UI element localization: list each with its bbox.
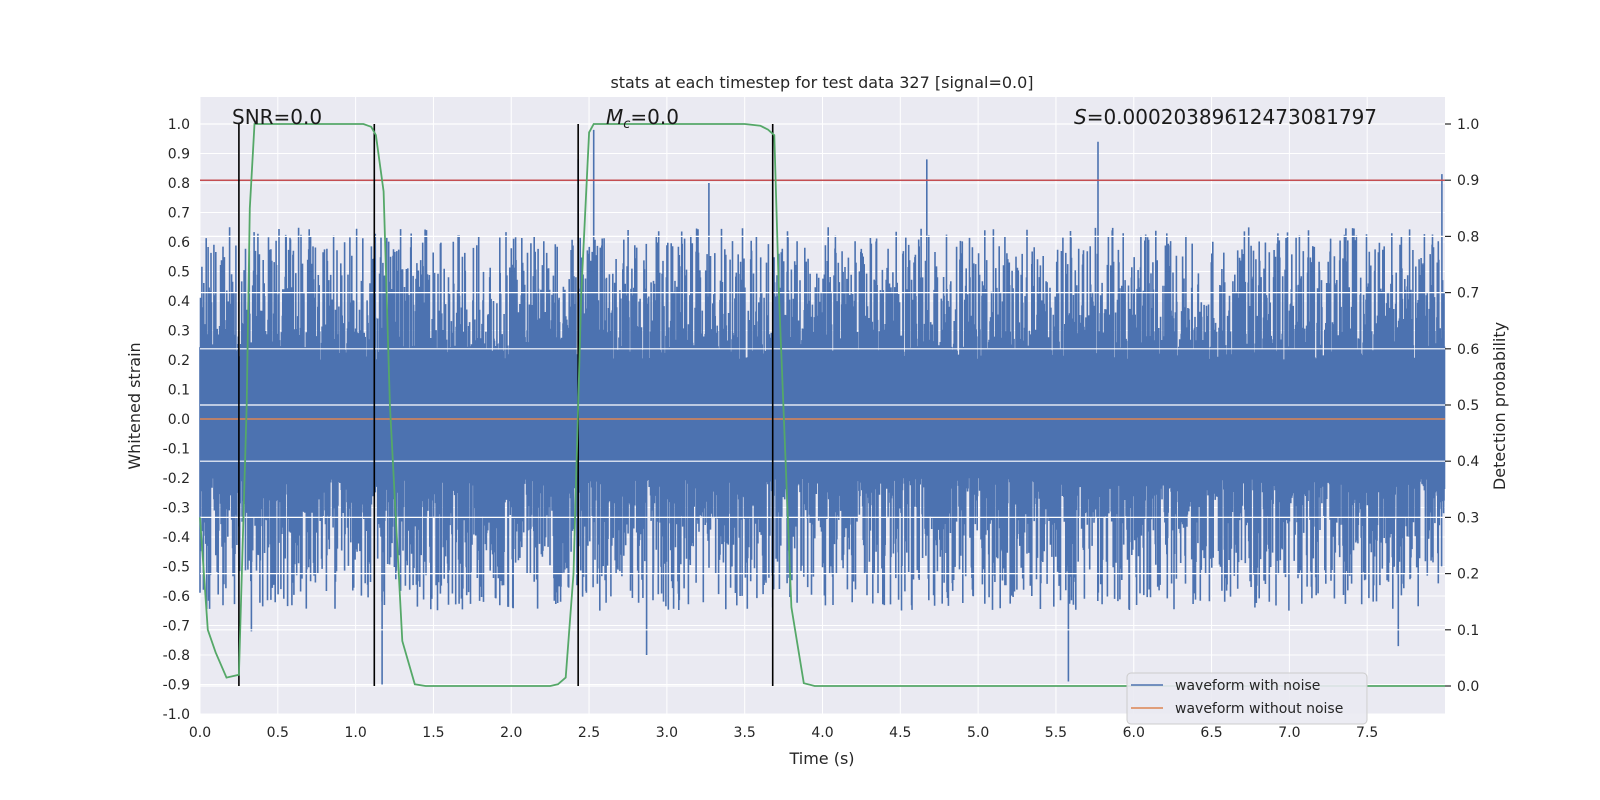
x-tick-label: 0.0 bbox=[189, 725, 211, 741]
y2-tick-label: 0.4 bbox=[1457, 454, 1479, 470]
y-tick-label: -0.8 bbox=[163, 648, 190, 664]
y2-tick-label: 0.6 bbox=[1457, 342, 1479, 358]
y-tick-label: -0.2 bbox=[163, 471, 190, 487]
y-tick-label: 0.3 bbox=[168, 324, 190, 340]
y-tick-label: -0.9 bbox=[163, 678, 190, 694]
x-tick-label: 0.5 bbox=[267, 725, 289, 741]
axes: 1.0 0.9 0.8 0.7 0.6 0.5 0.4 0.3 0.2 0.1 0.0 -0.1 -0.… bbox=[163, 117, 1480, 741]
y-tick-label: -0.3 bbox=[163, 501, 190, 517]
y-tick-label: -0.1 bbox=[163, 442, 190, 458]
legend-label-waveform-with-noise: waveform with noise bbox=[1175, 678, 1320, 694]
y2-tick-label: 1.0 bbox=[1457, 117, 1479, 133]
y-tick-label: -1.0 bbox=[163, 707, 190, 723]
s-annotation: S=0.00020389612473081797 bbox=[1074, 105, 1377, 129]
legend-label-waveform-without-noise: waveform without noise bbox=[1175, 701, 1343, 717]
x-axis-label: Time (s) bbox=[788, 749, 854, 768]
noise-waveform-path bbox=[199, 129, 1446, 685]
y-tick-label: -0.4 bbox=[163, 530, 190, 546]
y-axis-label: Whitened strain bbox=[125, 342, 144, 469]
y2-tick-label: 0.8 bbox=[1457, 229, 1479, 245]
y-tick-label: 0.2 bbox=[168, 353, 190, 369]
x-tick-label: 3.5 bbox=[734, 725, 756, 741]
y-tick-label: 0.5 bbox=[168, 265, 190, 281]
x-tick-label: 5.5 bbox=[1045, 725, 1067, 741]
overlay-lines bbox=[199, 123, 1445, 687]
y-tick-label: 0.9 bbox=[168, 147, 190, 163]
x-tick-label: 7.0 bbox=[1278, 725, 1300, 741]
y-tick-label: 0.7 bbox=[168, 206, 190, 222]
x-tick-label: 4.0 bbox=[811, 725, 833, 741]
y2-tick-label: 0.7 bbox=[1457, 286, 1479, 302]
y-tick-label: -0.5 bbox=[163, 560, 190, 576]
x-tick-label: 3.0 bbox=[656, 725, 678, 741]
y-tick-label: 0.8 bbox=[168, 176, 190, 192]
chart-title: stats at each timestep for test data 327… bbox=[610, 73, 1033, 92]
series-waveform-with-noise bbox=[199, 129, 1446, 685]
y-tick-label: 0.4 bbox=[168, 294, 190, 310]
x-tick-label: 6.0 bbox=[1123, 725, 1145, 741]
y2-tick-label: 0.0 bbox=[1457, 679, 1479, 695]
y2-tick-label: 0.1 bbox=[1457, 623, 1479, 639]
y-tick-label: 0.1 bbox=[168, 383, 190, 399]
legend: waveform with noise waveform without noi… bbox=[1126, 672, 1368, 725]
series-detection-probability bbox=[199, 123, 1445, 687]
y-tick-label: -0.7 bbox=[163, 619, 190, 635]
legend-box bbox=[1126, 672, 1368, 725]
y-tick-label: 0.0 bbox=[168, 412, 190, 428]
y2-axis-label: Detection probability bbox=[1490, 322, 1509, 490]
y-tick-label: -0.6 bbox=[163, 589, 190, 605]
x-tick-label: 1.5 bbox=[422, 725, 444, 741]
snr-annotation: SNR=0.0 bbox=[232, 105, 322, 129]
y2-tick-label: 0.9 bbox=[1457, 173, 1479, 189]
x-tick-label: 2.5 bbox=[578, 725, 600, 741]
y2-tick-label: 0.2 bbox=[1457, 567, 1479, 583]
chirp-mass-annotation: Mc=0.0 bbox=[606, 105, 679, 132]
x-tick-label: 6.5 bbox=[1200, 725, 1222, 741]
x-tick-label: 2.0 bbox=[500, 725, 522, 741]
x-tick-label: 5.0 bbox=[967, 725, 989, 741]
x-tick-label: 4.5 bbox=[889, 725, 911, 741]
y-tick-label: 1.0 bbox=[168, 117, 190, 133]
y2-tick-label: 0.3 bbox=[1457, 510, 1479, 526]
y2-tick-label: 0.5 bbox=[1457, 398, 1479, 414]
x-tick-label: 1.0 bbox=[344, 725, 366, 741]
x-tick-label: 7.5 bbox=[1356, 725, 1378, 741]
y-tick-label: 0.6 bbox=[168, 235, 190, 251]
